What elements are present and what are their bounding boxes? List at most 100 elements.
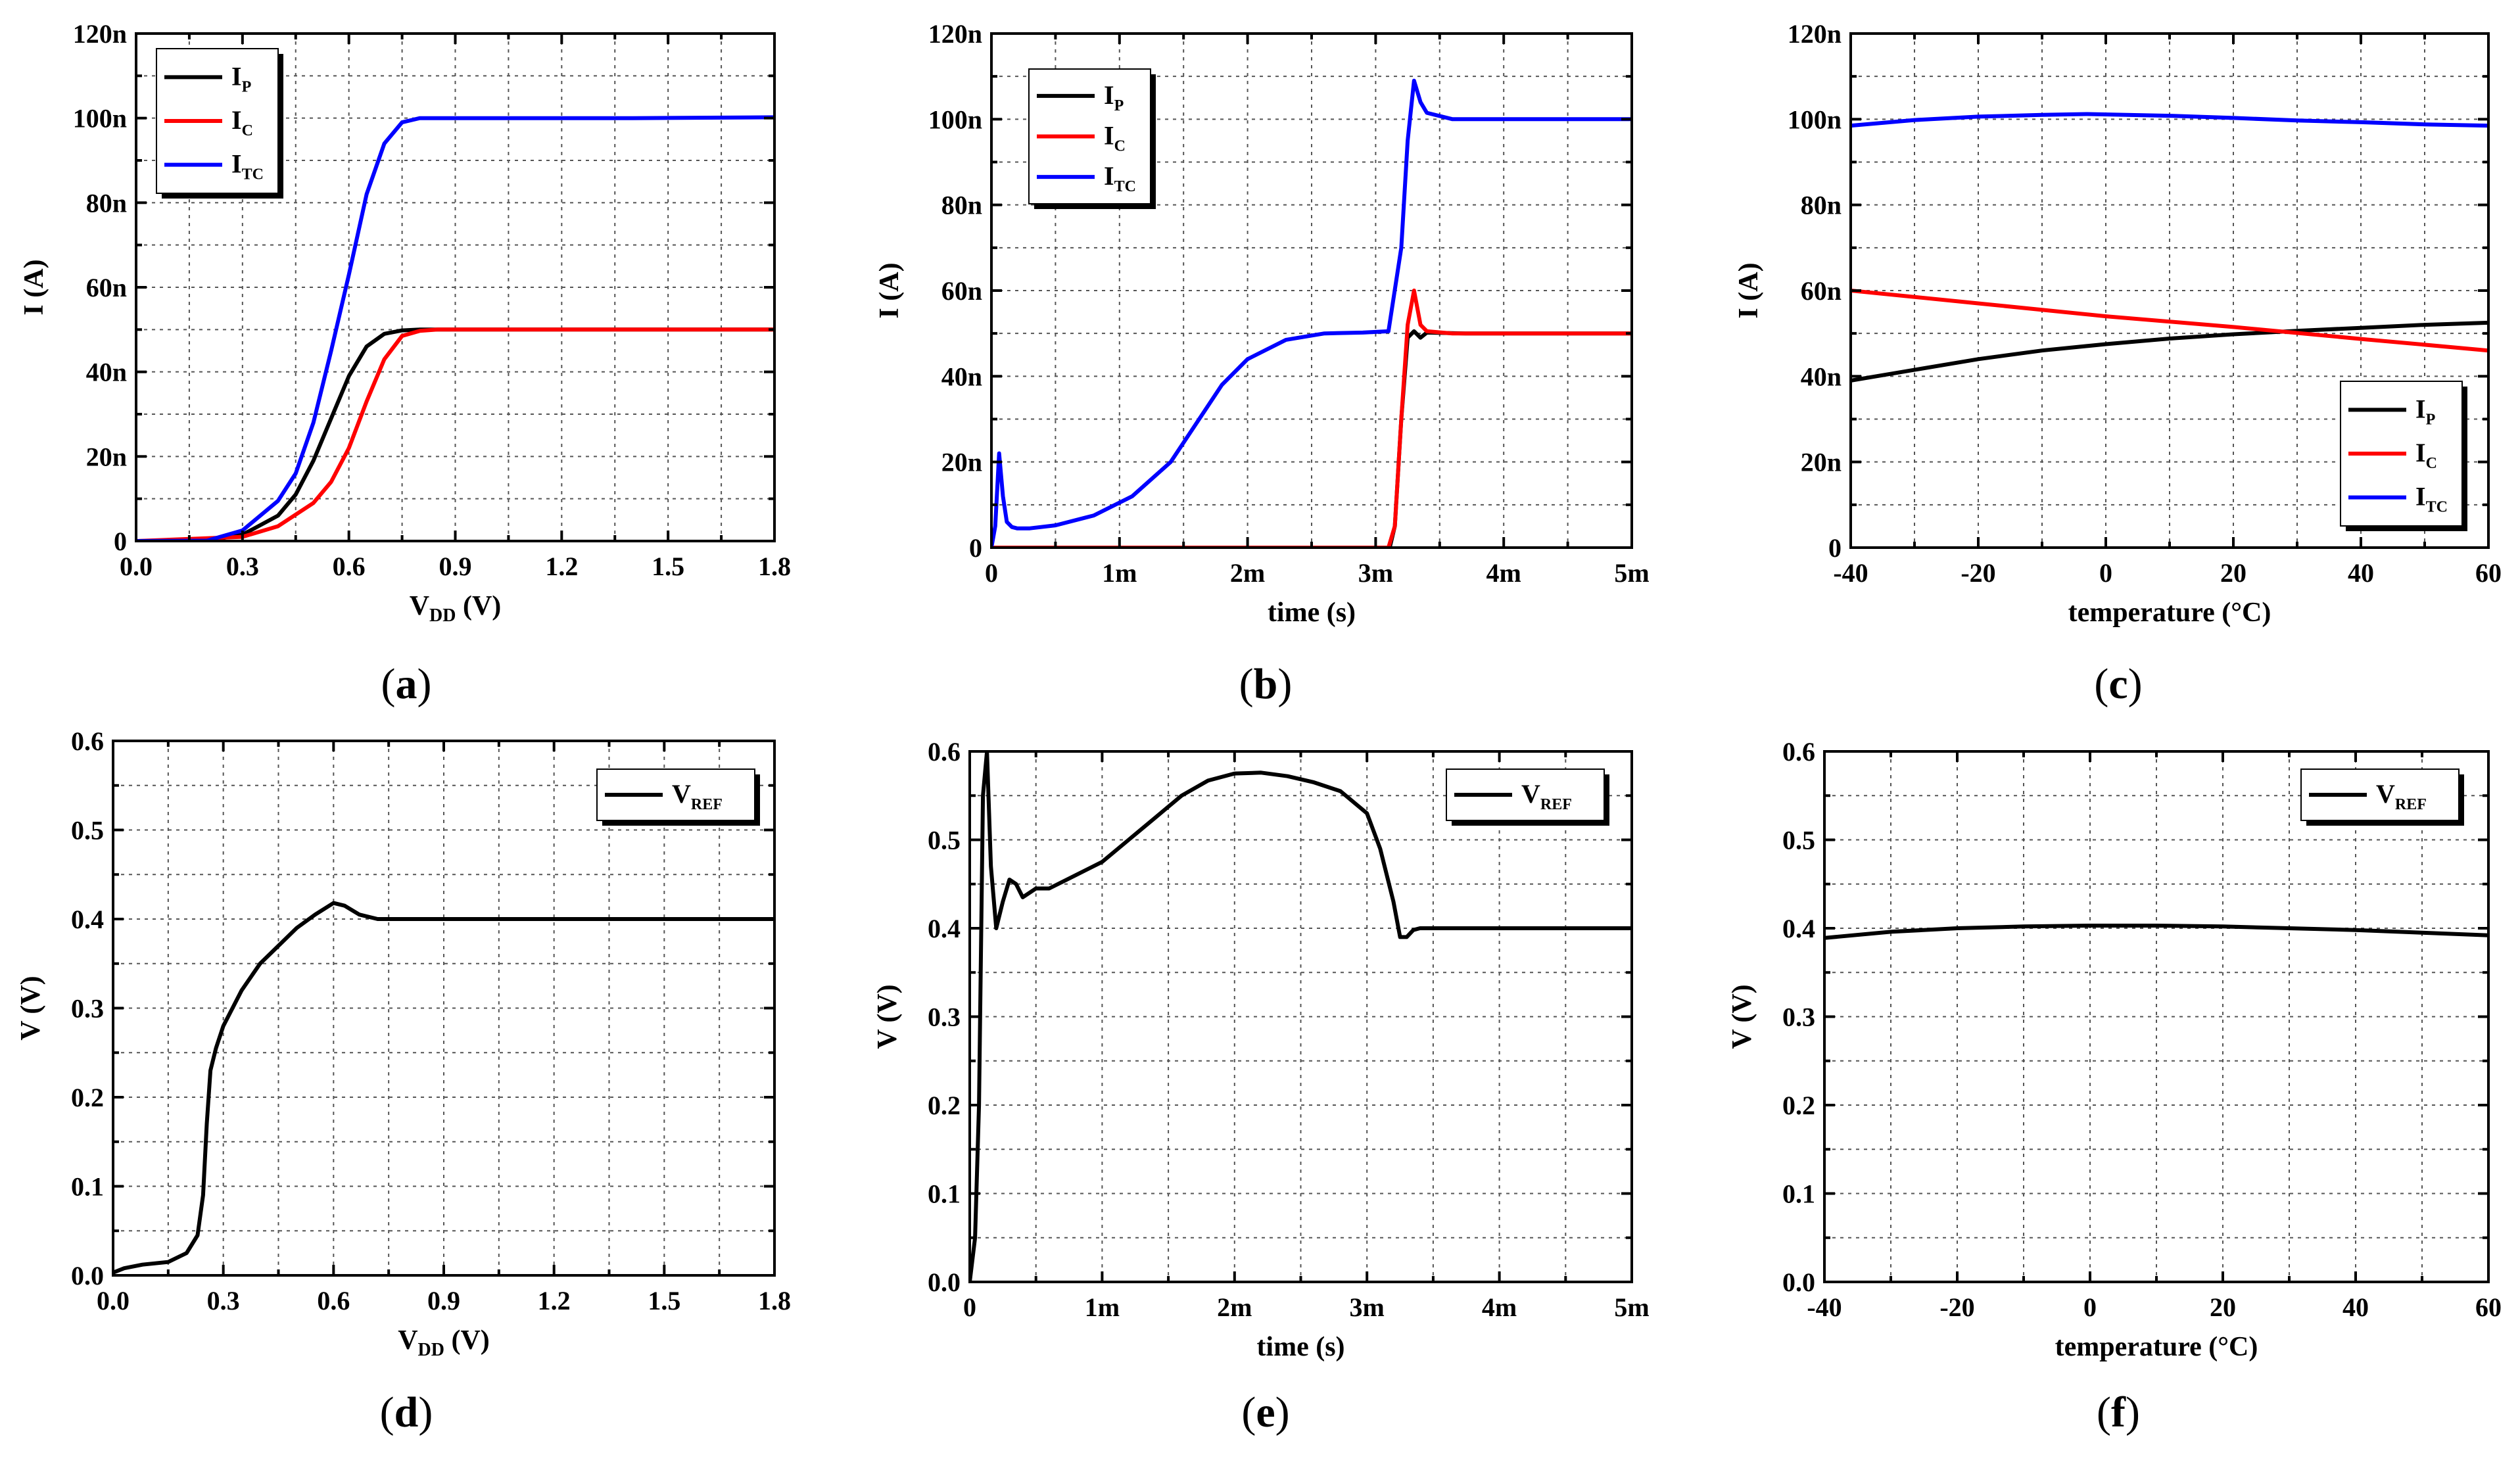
legend-label: IP — [231, 61, 251, 95]
x-axis-title: temperature (°C) — [2068, 598, 2271, 628]
x-tick-label: -40 — [1807, 1292, 1842, 1322]
y-tick-label: 60n — [1801, 276, 1842, 306]
y-tick-label: 20n — [941, 448, 982, 477]
y-tick-label: 0.4 — [71, 905, 104, 934]
y-tick-label: 0.1 — [928, 1179, 961, 1209]
chart-c: -40 -20 0 20 40 60 0 20n 40n 60n 80n 100n 120n temper… — [1734, 19, 2502, 708]
y-tick-label: 0.5 — [71, 816, 104, 845]
y-tick-label: 80n — [941, 191, 982, 220]
series-line-i-c — [136, 327, 774, 541]
series-line-i-p — [1851, 320, 2488, 383]
y-tick-label: 60n — [941, 276, 982, 306]
x-tick-label: 0.3 — [207, 1286, 240, 1315]
x-tick-label: 1.2 — [545, 552, 578, 581]
x-tick-label: 5m — [1614, 558, 1649, 588]
y-tick-label: 120n — [1788, 19, 1842, 49]
x-tick-label: 1.2 — [538, 1286, 571, 1315]
y-axis-title: V (V) — [1727, 984, 1757, 1049]
y-axis-title: V (V) — [872, 984, 903, 1049]
panel-caption: (c) — [2094, 660, 2142, 708]
series-line-i-tc — [1851, 112, 2488, 128]
y-axis-title: I (A) — [874, 262, 905, 318]
y-tick-label: 0.2 — [71, 1083, 104, 1112]
series-line-v-ref — [1824, 924, 2488, 940]
y-tick-label: 0.0 — [928, 1267, 961, 1297]
x-tick-label: 40 — [2342, 1292, 2369, 1322]
x-tick-label: 1m — [1102, 558, 1137, 588]
legend-label: ITC — [2415, 482, 2448, 516]
x-axis-title: VDD (V) — [398, 1325, 490, 1360]
y-tick-label: 60n — [86, 273, 127, 302]
x-tick-label: 60 — [2475, 558, 2502, 588]
chart-a: 0.0 0.3 0.6 0.9 1.2 1.5 1.8 0 20n 40n 60n 80n 100n 12… — [19, 19, 791, 708]
x-axis-title: time (s) — [1268, 598, 1356, 628]
x-tick-label: 3m — [1358, 558, 1393, 588]
y-tick-label: 0 — [114, 527, 127, 556]
x-tick-label: 0.0 — [97, 1286, 130, 1315]
x-tick-label: 0 — [2083, 1292, 2097, 1322]
y-tick-label: 0.6 — [928, 737, 961, 767]
y-tick-label: 0.4 — [1782, 914, 1815, 943]
y-tick-label: 100n — [1788, 105, 1842, 134]
x-tick-label: 1m — [1085, 1292, 1120, 1322]
y-tick-label: 0.6 — [71, 726, 104, 756]
y-tick-label: 0.3 — [928, 1003, 961, 1032]
x-tick-label: 20 — [2210, 1292, 2236, 1322]
y-tick-label: 0.0 — [1782, 1267, 1815, 1297]
x-tick-label: 0 — [985, 558, 998, 588]
y-tick-label: 0.2 — [1782, 1091, 1815, 1120]
x-axis-title: temperature (°C) — [2055, 1332, 2258, 1362]
panel-caption: (e) — [1241, 1388, 1289, 1436]
y-tick-label: 0.5 — [928, 826, 961, 855]
legend-label: IP — [1104, 80, 1124, 114]
x-tick-label: 0 — [963, 1292, 976, 1322]
x-tick-label: 1.5 — [652, 552, 684, 581]
grid — [136, 34, 774, 541]
y-tick-label: 0.4 — [928, 914, 961, 943]
series-line-i-tc — [136, 115, 774, 541]
x-tick-label: 4m — [1482, 1292, 1517, 1322]
y-tick-label: 0 — [1828, 533, 1842, 563]
x-tick-label: 60 — [2475, 1292, 2502, 1322]
y-tick-label: 0.3 — [1782, 1003, 1815, 1032]
x-tick-label: 1.8 — [758, 552, 791, 581]
x-tick-label: 3m — [1350, 1292, 1385, 1322]
legend: VREF — [596, 768, 760, 826]
y-tick-label: 80n — [1801, 191, 1842, 220]
legend-label: VREF — [2376, 779, 2427, 813]
y-tick-label: 0.3 — [71, 994, 104, 1024]
x-tick-label: 0.0 — [120, 552, 153, 581]
legend-label: VREF — [672, 779, 723, 813]
y-tick-label: 0.6 — [1782, 737, 1815, 767]
panel-caption: (d) — [380, 1388, 433, 1436]
grid — [991, 34, 1632, 548]
x-axis-title: VDD (V) — [410, 591, 502, 626]
legend-label: IC — [2415, 438, 2437, 472]
y-axis-title: I (A) — [19, 259, 49, 315]
x-tick-label: 5m — [1614, 1292, 1649, 1322]
x-tick-label: 4m — [1486, 558, 1521, 588]
legend: IP IC ITC — [1028, 68, 1156, 209]
legend: VREF — [2300, 768, 2464, 826]
x-tick-label: 1.8 — [758, 1286, 791, 1315]
y-tick-label: 80n — [86, 188, 127, 218]
x-tick-label: 40 — [2348, 558, 2374, 588]
y-tick-label: 120n — [928, 19, 982, 49]
x-tick-label: 2m — [1230, 558, 1265, 588]
chart-f: -40 -20 0 20 40 60 0.0 0.1 0.2 0.3 0.4 0.5 0.6 temper… — [1727, 737, 2502, 1436]
x-tick-label: 2m — [1217, 1292, 1252, 1322]
series-line-v-ref — [970, 750, 1632, 1282]
y-tick-label: 40n — [941, 362, 982, 391]
panel-caption: (a) — [381, 660, 432, 708]
x-tick-label: 1.5 — [648, 1286, 680, 1315]
panel-caption: (f) — [2097, 1388, 2140, 1436]
x-tick-label: 0.9 — [439, 552, 472, 581]
y-tick-label: 0.1 — [71, 1172, 104, 1202]
legend: IP IC ITC — [2340, 381, 2467, 531]
legend-label: ITC — [231, 149, 264, 183]
y-axis-title: V (V) — [16, 976, 46, 1040]
legend-label: ITC — [1104, 161, 1136, 195]
series-line-i-c — [991, 289, 1632, 548]
chart-e: 0 1m 2m 3m 4m 5m 0.0 0.1 0.2 0.3 0.4 0.5 0.6 time (s)… — [872, 737, 1650, 1436]
